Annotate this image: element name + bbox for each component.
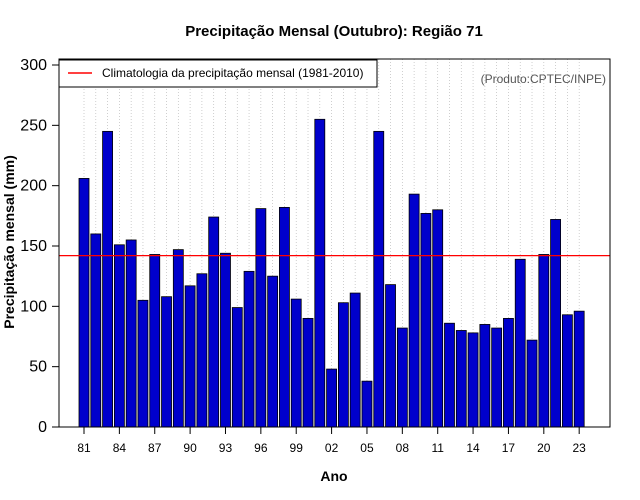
bar — [526, 339, 538, 428]
legend-label: Climatologia da precipitação mensal (198… — [102, 66, 363, 80]
x-tick-label: 84 — [113, 441, 127, 455]
bar — [420, 213, 432, 428]
chart-title: Precipitação Mensal (Outubro): Região 71 — [185, 23, 483, 40]
y-tick-label: 250 — [20, 117, 47, 134]
bar — [337, 302, 349, 428]
bar — [467, 332, 479, 428]
bar — [349, 292, 361, 428]
y-tick-label: 0 — [38, 419, 47, 436]
bar — [125, 239, 137, 428]
bar — [220, 252, 231, 428]
bar — [231, 307, 243, 428]
bar — [573, 310, 585, 428]
y-axis-label: Precipitação mensal (mm) — [1, 155, 17, 329]
bar — [290, 298, 302, 428]
bar — [491, 327, 503, 428]
y-tick-label: 100 — [20, 298, 47, 315]
bar — [314, 118, 326, 428]
x-axis: 81 84 87 90 93 96 99 02 05 08 11 14 17 20 23 — [77, 427, 586, 455]
bar — [279, 206, 290, 428]
bar — [385, 284, 396, 428]
bar — [326, 368, 337, 428]
x-tick-label: 05 — [360, 441, 374, 455]
bar — [408, 193, 420, 428]
bar — [396, 327, 408, 428]
bar — [267, 275, 279, 428]
bar-series — [78, 118, 585, 428]
bar — [78, 178, 90, 428]
bar — [361, 380, 373, 428]
bar — [373, 130, 385, 428]
bar — [184, 285, 196, 428]
y-tick-label: 50 — [29, 359, 47, 376]
y-tick-label: 150 — [20, 238, 47, 255]
bar — [113, 244, 125, 428]
y-axis: 0 50 100 150 200 250 300 — [20, 57, 59, 436]
bar — [538, 254, 550, 428]
x-axis-label: Ano — [320, 468, 347, 484]
bar — [243, 270, 255, 428]
x-tick-label: 17 — [502, 441, 516, 455]
legend: Climatologia da precipitação mensal (198… — [58, 59, 378, 88]
bar — [432, 209, 444, 428]
legend-box — [58, 59, 378, 88]
x-tick-label: 87 — [148, 441, 162, 455]
x-tick-label: 11 — [431, 441, 444, 455]
bar — [255, 208, 267, 428]
bar — [208, 216, 220, 428]
bar — [149, 254, 161, 428]
x-tick-label: 08 — [396, 441, 410, 455]
x-tick-label: 02 — [325, 441, 339, 455]
x-tick-label: 99 — [290, 441, 304, 455]
plot-frame — [58, 58, 611, 428]
bar — [172, 249, 184, 428]
x-tick-label: 23 — [573, 441, 587, 455]
bar — [302, 317, 314, 428]
bar — [550, 219, 561, 428]
bar — [479, 324, 491, 428]
bar — [102, 130, 113, 428]
x-tick-label: 96 — [254, 441, 268, 455]
x-tick-label: 20 — [537, 441, 551, 455]
x-tick-label: 90 — [183, 441, 197, 455]
y-tick-label: 300 — [20, 57, 47, 74]
bar — [161, 296, 172, 428]
bar — [90, 233, 102, 428]
bar — [514, 258, 526, 428]
x-tick-label: 93 — [219, 441, 233, 455]
bar — [455, 330, 467, 428]
bar — [196, 273, 208, 428]
bar — [444, 322, 455, 428]
bar — [137, 299, 149, 428]
bar — [503, 317, 514, 428]
x-tick-label: 81 — [77, 441, 91, 455]
source-note: (Produto:CPTEC/INPE) — [481, 72, 606, 86]
y-tick-label: 200 — [20, 178, 47, 195]
bar — [561, 314, 573, 428]
x-tick-label: 14 — [466, 441, 480, 455]
